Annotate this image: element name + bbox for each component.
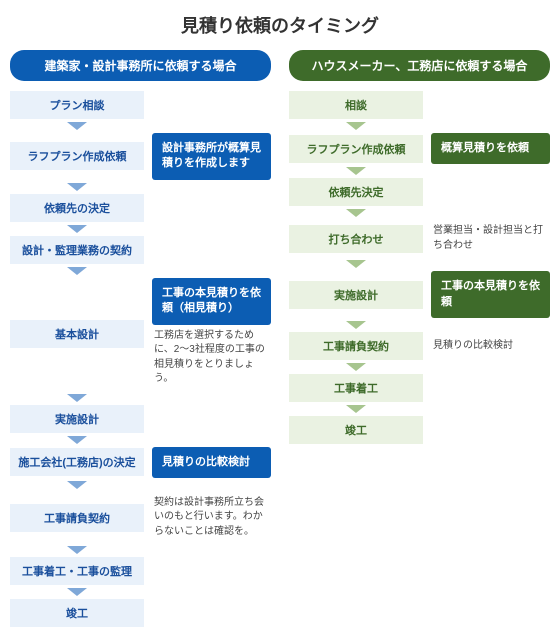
flow-step: 依頼先の決定: [10, 194, 144, 222]
flow-row: 依頼先の決定: [10, 194, 271, 222]
flow-step: ラフプラン作成依頼: [10, 142, 144, 170]
callout: 見積りの比較検討: [152, 447, 271, 478]
flow-arrow: [10, 543, 144, 557]
flow-step: 施工会社(工務店)の決定: [10, 448, 144, 476]
chevron-down-icon: [346, 167, 366, 175]
left-flow: プラン相談ラフプラン作成依頼設計事務所が概算見積りを作成します依頼先の決定設計・…: [10, 91, 271, 627]
flow-arrow: [10, 222, 144, 236]
callout: 設計事務所が概算見積りを作成します: [152, 133, 271, 180]
flow-step: 工事着工: [289, 374, 423, 402]
flow-side: 工事の本見積りを依頼: [431, 271, 550, 318]
flow-step: 工事請負契約: [10, 504, 144, 532]
flow-arrow: [10, 119, 144, 133]
flow-step: 工事請負契約: [289, 332, 423, 360]
left-header: 建築家・設計事務所に依頼する場合: [10, 50, 271, 81]
flow-row: 相談: [289, 91, 550, 119]
flow-row: 工事請負契約見積りの比較検討: [289, 332, 550, 360]
flow-step: 基本設計: [10, 320, 144, 348]
page-title: 見積り依頼のタイミング: [0, 0, 560, 50]
chevron-down-icon: [346, 260, 366, 268]
flow-row: 竣工: [289, 416, 550, 444]
flow-row: ラフプラン作成依頼設計事務所が概算見積りを作成します: [10, 133, 271, 180]
chevron-down-icon: [346, 321, 366, 329]
flow-arrow: [289, 402, 423, 416]
flow-arrow: [10, 180, 144, 194]
flow-row: 実施設計: [10, 405, 271, 433]
flow-step: 相談: [289, 91, 423, 119]
note: 工務店を選択するために、2〜3社程度の工事の相見積りをとりましょう。: [152, 325, 271, 391]
flow-row: 施工会社(工務店)の決定見積りの比較検討: [10, 447, 271, 478]
flow-arrow: [289, 206, 423, 220]
flow-side: 営業担当・設計担当と打ち合わせ: [431, 220, 550, 257]
flow-side: 見積りの比較検討: [431, 335, 550, 358]
flow-step: 実施設計: [289, 281, 423, 309]
flow-side: 工事の本見積りを依頼（相見積り）工務店を選択するために、2〜3社程度の工事の相見…: [152, 278, 271, 391]
chevron-down-icon: [67, 546, 87, 554]
callout: 工事の本見積りを依頼（相見積り）: [152, 278, 271, 325]
flow-step: 実施設計: [10, 405, 144, 433]
note: 契約は設計事務所立ち会いのもと行います。わからないことは確認を。: [152, 492, 271, 544]
callout: 概算見積りを依頼: [431, 133, 550, 164]
flow-step: 竣工: [10, 599, 144, 627]
chevron-down-icon: [67, 394, 87, 402]
callout: 工事の本見積りを依頼: [431, 271, 550, 318]
flow-row: 設計・監理業務の契約: [10, 236, 271, 264]
flow-row: 工事着工・工事の監理: [10, 557, 271, 585]
chevron-down-icon: [67, 267, 87, 275]
flow-arrow: [289, 164, 423, 178]
flow-row: 竣工: [10, 599, 271, 627]
flow-side: 契約は設計事務所立ち会いのもと行います。わからないことは確認を。: [152, 492, 271, 544]
flow-arrow: [289, 119, 423, 133]
flow-arrow: [10, 391, 144, 405]
columns: 建築家・設計事務所に依頼する場合 プラン相談ラフプラン作成依頼設計事務所が概算見…: [0, 50, 560, 627]
flow-arrow: [289, 257, 423, 271]
flow-arrow: [289, 318, 423, 332]
flow-row: ラフプラン作成依頼概算見積りを依頼: [289, 133, 550, 164]
flow-step: 打ち合わせ: [289, 225, 423, 253]
flow-step: 依頼先決定: [289, 178, 423, 206]
chevron-down-icon: [346, 209, 366, 217]
flow-arrow: [10, 478, 144, 492]
flow-arrow: [289, 360, 423, 374]
chevron-down-icon: [67, 183, 87, 191]
chevron-down-icon: [67, 436, 87, 444]
flow-row: 打ち合わせ営業担当・設計担当と打ち合わせ: [289, 220, 550, 257]
left-column: 建築家・設計事務所に依頼する場合 プラン相談ラフプラン作成依頼設計事務所が概算見…: [10, 50, 271, 627]
right-flow: 相談ラフプラン作成依頼概算見積りを依頼依頼先決定打ち合わせ営業担当・設計担当と打…: [289, 91, 550, 444]
flow-step: プラン相談: [10, 91, 144, 119]
flow-side: 見積りの比較検討: [152, 447, 271, 478]
flow-row: 依頼先決定: [289, 178, 550, 206]
chevron-down-icon: [67, 122, 87, 130]
right-header: ハウスメーカー、工務店に依頼する場合: [289, 50, 550, 81]
flow-step: ラフプラン作成依頼: [289, 135, 423, 163]
flow-row: プラン相談: [10, 91, 271, 119]
chevron-down-icon: [67, 481, 87, 489]
flow-step: 竣工: [289, 416, 423, 444]
flow-arrow: [10, 264, 144, 278]
flow-side: 概算見積りを依頼: [431, 133, 550, 164]
right-column: ハウスメーカー、工務店に依頼する場合 相談ラフプラン作成依頼概算見積りを依頼依頼…: [289, 50, 550, 627]
flow-arrow: [10, 433, 144, 447]
flow-arrow: [10, 585, 144, 599]
flow-row: 基本設計工事の本見積りを依頼（相見積り）工務店を選択するために、2〜3社程度の工…: [10, 278, 271, 391]
flow-row: 工事着工: [289, 374, 550, 402]
chevron-down-icon: [346, 122, 366, 130]
flow-side: 設計事務所が概算見積りを作成します: [152, 133, 271, 180]
chevron-down-icon: [346, 363, 366, 371]
chevron-down-icon: [346, 405, 366, 413]
chevron-down-icon: [67, 225, 87, 233]
note: 営業担当・設計担当と打ち合わせ: [431, 220, 550, 257]
flow-row: 実施設計工事の本見積りを依頼: [289, 271, 550, 318]
flow-step: 工事着工・工事の監理: [10, 557, 144, 585]
chevron-down-icon: [67, 588, 87, 596]
flow-step: 設計・監理業務の契約: [10, 236, 144, 264]
note: 見積りの比較検討: [431, 335, 550, 358]
flow-row: 工事請負契約契約は設計事務所立ち会いのもと行います。わからないことは確認を。: [10, 492, 271, 544]
